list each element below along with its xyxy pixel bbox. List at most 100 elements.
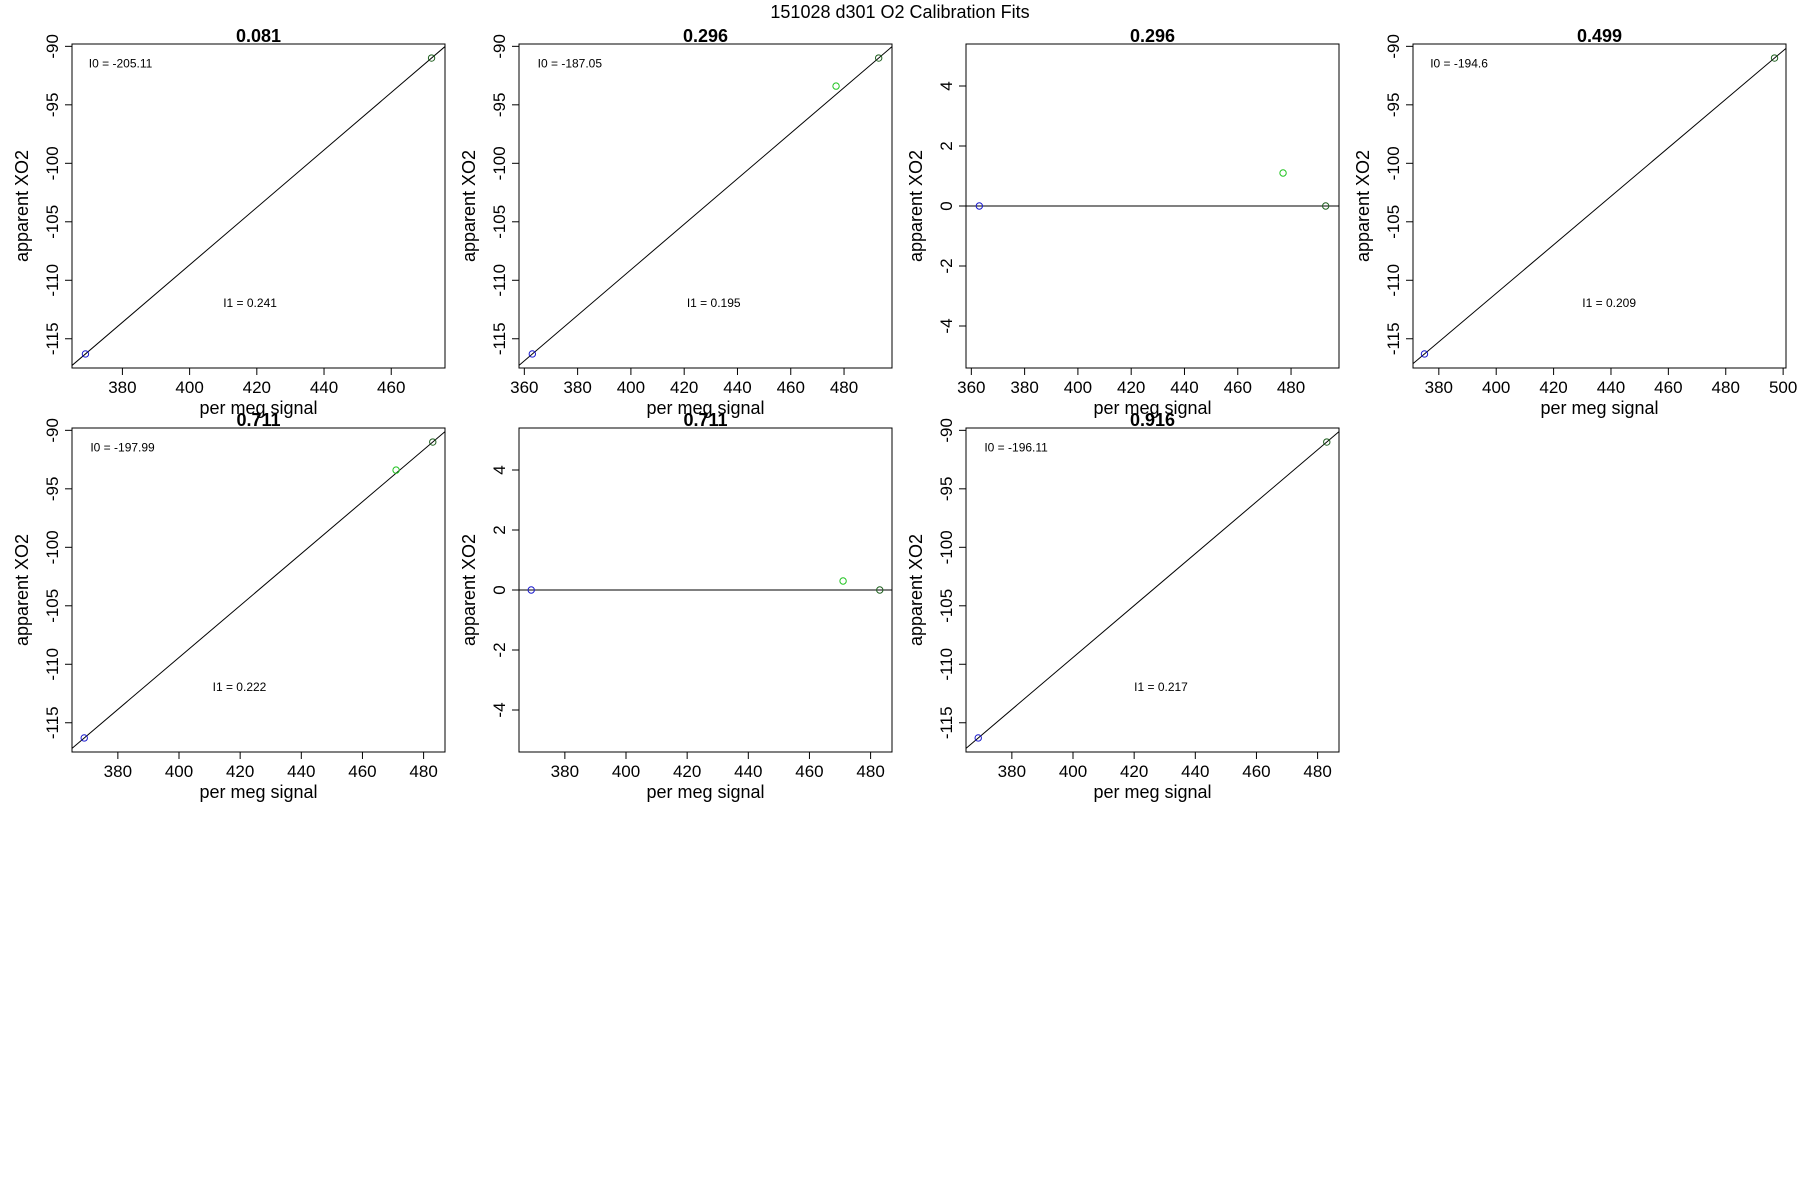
- x-tick-label: 360: [957, 378, 985, 397]
- panel-title: 0.296: [1130, 26, 1175, 46]
- x-tick-label: 380: [563, 378, 591, 397]
- fit-annotation: I1 = 0.222: [213, 680, 267, 694]
- panel-title: 0.296: [683, 26, 728, 46]
- x-tick-label: 380: [551, 762, 579, 781]
- fit-annotation: I0 = -196.11: [984, 440, 1048, 454]
- panel-title: 0.081: [236, 26, 281, 46]
- y-tick-label: -105: [1384, 205, 1403, 239]
- x-tick-label: 420: [673, 762, 701, 781]
- plot-panel: 0.711 380 400 420 440 460 480 -90 -95 -100 -105 -11…: [12, 410, 446, 802]
- fit-line: [519, 46, 892, 366]
- data-point: [527, 586, 535, 594]
- x-tick-label: 460: [377, 378, 405, 397]
- fit-annotation: I0 = -187.05: [538, 56, 603, 70]
- x-tick-label: 480: [1277, 378, 1305, 397]
- y-tick-label: 2: [937, 141, 956, 150]
- y-tick-label: -110: [490, 264, 509, 297]
- x-axis-label: per meg signal: [646, 398, 764, 418]
- x-tick-label: 380: [108, 378, 136, 397]
- plot-panel: 0.916 380 400 420 440 460 480 -90 -95 -100 -105 -11…: [906, 410, 1340, 802]
- x-axis-label: per meg signal: [199, 782, 317, 802]
- y-tick-label: -95: [937, 477, 956, 502]
- x-tick-label: 380: [104, 762, 132, 781]
- y-tick-label: 4: [937, 81, 956, 90]
- y-tick-label: -105: [937, 589, 956, 623]
- x-tick-label: 480: [830, 378, 858, 397]
- y-tick-label: -4: [490, 702, 509, 717]
- panel-title: 0.499: [1577, 26, 1622, 46]
- y-tick-label: -90: [937, 418, 956, 443]
- y-tick-label: -115: [1384, 322, 1403, 355]
- y-tick-label: -110: [1384, 264, 1403, 297]
- y-axis-label: apparent XO2: [12, 534, 32, 646]
- x-tick-label: 360: [510, 378, 538, 397]
- y-tick-label: 0: [490, 585, 509, 594]
- x-tick-label: 400: [1482, 378, 1510, 397]
- data-point: [80, 734, 88, 742]
- data-point: [427, 54, 436, 62]
- x-tick-label: 480: [856, 762, 884, 781]
- fit-line: [72, 46, 445, 366]
- y-axis-label: apparent XO2: [459, 150, 479, 262]
- y-axis-label: apparent XO2: [12, 150, 32, 262]
- x-tick-label: 440: [1181, 762, 1209, 781]
- fit-annotation: I0 = -194.6: [1430, 56, 1488, 70]
- data-point: [1321, 202, 1330, 210]
- data-point: [429, 438, 437, 446]
- y-tick-label: -90: [1384, 34, 1403, 59]
- x-tick-label: 400: [612, 762, 640, 781]
- y-tick-label: -2: [937, 258, 956, 273]
- y-tick-label: -115: [937, 706, 956, 739]
- x-tick-label: 420: [670, 378, 698, 397]
- data-point: [81, 350, 90, 358]
- y-tick-label: -110: [43, 648, 62, 681]
- plot-panel: 0.296 360 380 400 420 440 460 480 -90 -95 -100 -105…: [459, 26, 893, 418]
- panel-title: 0.916: [1130, 410, 1175, 430]
- y-tick-label: -2: [490, 642, 509, 657]
- y-tick-label: -100: [490, 146, 509, 180]
- x-tick-label: 460: [1224, 378, 1252, 397]
- y-tick-label: -95: [1384, 93, 1403, 118]
- y-tick-label: -115: [43, 706, 62, 739]
- x-axis-label: per meg signal: [646, 782, 764, 802]
- y-tick-label: -90: [43, 418, 62, 443]
- x-axis-label: per meg signal: [1540, 398, 1658, 418]
- x-tick-label: 440: [734, 762, 762, 781]
- data-point: [1323, 438, 1331, 446]
- plot-panel: 0.081 380 400 420 440 460 -90 -95 -100 -105 -110 -1…: [12, 26, 446, 418]
- fit-annotation: I1 = 0.217: [1134, 680, 1188, 694]
- x-tick-label: 440: [1597, 378, 1625, 397]
- x-tick-label: 420: [1539, 378, 1567, 397]
- data-point: [1420, 350, 1429, 358]
- y-tick-label: -110: [43, 264, 62, 297]
- y-tick-label: -105: [43, 205, 62, 239]
- data-point: [1770, 54, 1779, 62]
- data-point: [974, 734, 982, 742]
- panel-title: 0.711: [236, 410, 280, 430]
- y-tick-label: -100: [1384, 146, 1403, 180]
- x-tick-label: 480: [1303, 762, 1331, 781]
- y-tick-label: -95: [490, 93, 509, 118]
- x-tick-label: 440: [1170, 378, 1198, 397]
- fit-annotation: I1 = 0.241: [223, 296, 277, 310]
- y-tick-label: -95: [43, 93, 62, 118]
- fit-line: [1413, 47, 1786, 365]
- x-tick-label: 460: [777, 378, 805, 397]
- fit-line: [966, 431, 1339, 749]
- x-tick-label: 380: [1425, 378, 1453, 397]
- y-axis-label: apparent XO2: [459, 534, 479, 646]
- data-point: [528, 350, 537, 358]
- data-point: [392, 466, 400, 474]
- y-tick-label: -90: [490, 34, 509, 59]
- data-point: [874, 54, 883, 62]
- x-tick-label: 400: [165, 762, 193, 781]
- y-tick-label: -90: [43, 34, 62, 59]
- x-tick-label: 440: [310, 378, 338, 397]
- data-point: [832, 82, 840, 90]
- y-tick-label: 4: [490, 465, 509, 474]
- plot-panel: 0.499 380 400 420 440 460 480 500 -90 -95 -100 -105…: [1353, 26, 1797, 418]
- x-tick-label: 380: [998, 762, 1026, 781]
- fit-annotation: I0 = -205.11: [89, 56, 153, 70]
